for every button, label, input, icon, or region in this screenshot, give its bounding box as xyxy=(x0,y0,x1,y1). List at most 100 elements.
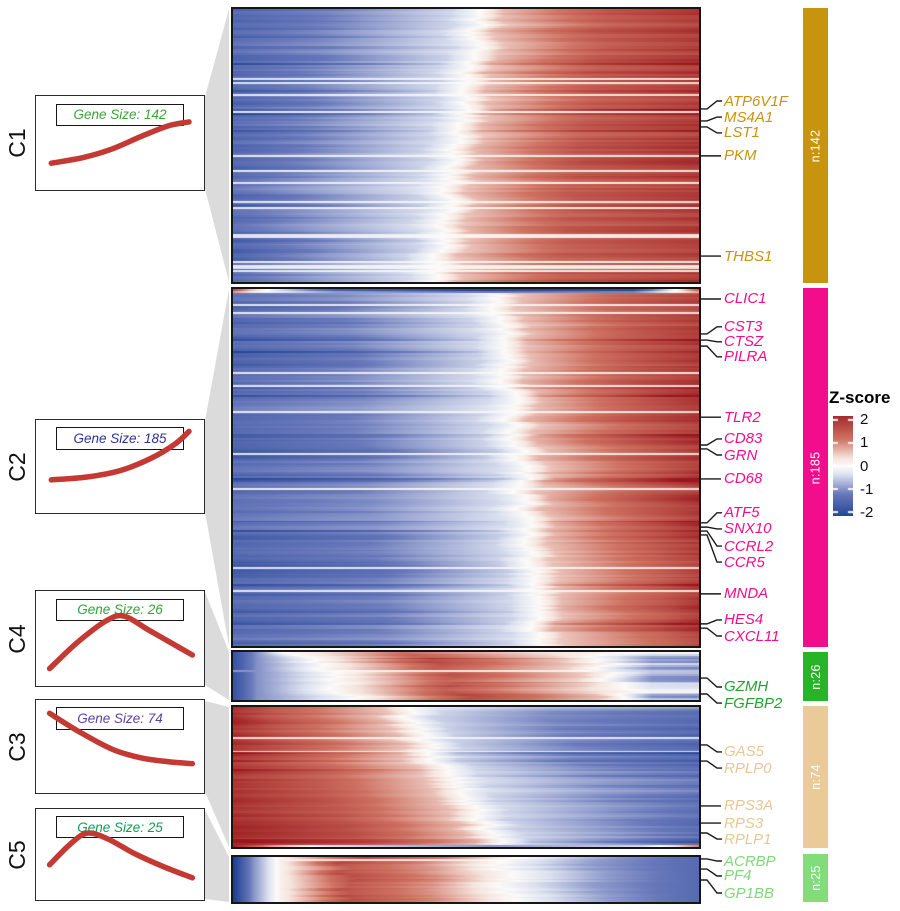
connector-fan-C4 xyxy=(205,592,229,700)
gene-label-CCR5: CCR5 xyxy=(724,553,765,571)
gene-tick-SNX10 xyxy=(701,526,722,530)
trend-panel-C5: Gene Size: 25 xyxy=(35,808,205,901)
gene-tick-GZMH xyxy=(701,677,722,688)
trend-curve-C4 xyxy=(46,612,196,672)
gene-tick-ATP6V1F xyxy=(701,100,722,110)
gene-label-TLR2: TLR2 xyxy=(724,408,761,426)
gene-size-badge-C1: Gene Size: 142 xyxy=(56,103,184,127)
zscore-tick-2: 2 xyxy=(860,411,869,429)
gene-label-GZMH: GZMH xyxy=(724,678,769,696)
trend-curve-svg-C4 xyxy=(46,612,196,672)
heatmap-block-C1 xyxy=(231,7,701,284)
gene-label-RPS3A: RPS3A xyxy=(724,797,774,815)
trend-curve-svg-C2 xyxy=(48,428,192,483)
gene-tick-CST3 xyxy=(701,326,722,335)
gene-tick-LST1 xyxy=(701,126,722,134)
trend-panel-C1: Gene Size: 142 xyxy=(35,95,205,191)
gene-tick-GAS5 xyxy=(701,744,722,753)
gene-label-CD68: CD68 xyxy=(724,470,763,488)
gene-label-RPLP0: RPLP0 xyxy=(724,759,772,777)
trend-curve-svg-C3 xyxy=(46,710,196,767)
gene-tick-PILRA xyxy=(701,345,722,358)
gene-label-RPLP1: RPLP1 xyxy=(724,830,772,848)
gene-label-CXCL11: CXCL11 xyxy=(724,627,780,645)
gene-size-badge-C4: Gene Size: 26 xyxy=(56,598,184,622)
gene-label-ATF5: ATF5 xyxy=(724,504,760,522)
trend-curve-svg-C5 xyxy=(46,830,196,881)
cluster-size-bar-C1: n:142 xyxy=(803,8,828,283)
gene-label-SNX10: SNX10 xyxy=(724,520,772,538)
cluster-size-bar-C3: n:74 xyxy=(803,706,828,848)
gene-tick-GP1BB xyxy=(701,879,722,894)
gene-label-THBS1: THBS1 xyxy=(724,247,773,265)
gene-label-PF4: PF4 xyxy=(724,867,752,885)
zscore-legend-title: Z-score xyxy=(829,388,891,407)
gene-tick-CD83 xyxy=(701,438,722,446)
gene-label-CCRL2: CCRL2 xyxy=(724,537,774,555)
gene-tick-FGFBP2 xyxy=(701,693,722,704)
connector-fan-C1 xyxy=(205,9,229,282)
gene-label-PKM: PKM xyxy=(724,147,757,165)
trend-panel-C2: Gene Size: 185 xyxy=(35,419,205,514)
gene-tick-PF4 xyxy=(701,868,722,877)
gene-tick-CCR5 xyxy=(701,534,722,563)
zscore-legend: Z-score 2 1 0 -1 -2 xyxy=(829,388,899,533)
cluster-size-bar-C2: n:185 xyxy=(803,288,828,647)
gene-label-HES4: HES4 xyxy=(724,611,764,629)
heatmap-canvas-C3 xyxy=(233,707,699,847)
heatmap-block-C5 xyxy=(231,855,701,904)
gene-tick-RPLP0 xyxy=(701,760,722,769)
trend-curve-svg-C1 xyxy=(48,119,192,166)
gene-label-ATP6V1F: ATP6V1F xyxy=(724,92,788,110)
trend-panel-C4: Gene Size: 26 xyxy=(35,590,205,687)
gene-label-GAS5: GAS5 xyxy=(724,743,765,761)
heatmap-canvas-C5 xyxy=(233,857,699,902)
gene-label-CTSZ: CTSZ xyxy=(724,333,764,351)
heatmap-canvas-C2 xyxy=(233,289,699,646)
cluster-size-bar-C5: n:25 xyxy=(803,854,828,902)
heatmap-block-C2 xyxy=(231,287,701,648)
gene-tick-RPLP1 xyxy=(701,832,722,840)
zscore-colorbar xyxy=(833,416,853,516)
gene-tick-ACRBP xyxy=(701,858,722,862)
trend-curve-C3 xyxy=(46,710,196,767)
heatmap-block-C4 xyxy=(231,650,701,702)
gene-tick-ATF5 xyxy=(701,512,722,524)
trend-curve-C5 xyxy=(46,830,196,881)
gene-label-CD83: CD83 xyxy=(724,430,763,448)
gene-label-CST3: CST3 xyxy=(724,318,763,336)
gene-tick-CTSZ xyxy=(701,339,722,343)
connector-fan-C2 xyxy=(205,289,229,646)
gene-tick-CXCL11 xyxy=(701,627,722,637)
gene-label-MNDA: MNDA xyxy=(724,585,769,603)
heatmap-canvas-C1 xyxy=(233,9,699,282)
zscore-tick-1: 1 xyxy=(860,434,869,452)
gene-label-MS4A1: MS4A1 xyxy=(724,108,774,126)
trend-curve-C2 xyxy=(48,428,192,483)
gene-label-GP1BB: GP1BB xyxy=(724,884,775,902)
zscore-tick-0: 0 xyxy=(860,457,869,475)
gene-size-badge-C3: Gene Size: 74 xyxy=(56,707,184,730)
gene-label-ACRBP: ACRBP xyxy=(724,852,776,870)
gene-label-LST1: LST1 xyxy=(724,124,760,142)
gene-tick-HES4 xyxy=(701,619,722,625)
gene-tick-CCRL2 xyxy=(701,530,722,547)
gene-label-GRN: GRN xyxy=(724,446,758,464)
cluster-size-bar-C4: n:26 xyxy=(803,652,828,701)
gene-label-PILRA: PILRA xyxy=(724,348,768,366)
gene-label-RPS3: RPS3 xyxy=(724,814,764,832)
connector-fan-C5 xyxy=(205,810,229,902)
gene-tick-GRN xyxy=(701,448,722,456)
trend-panel-C3: Gene Size: 74 xyxy=(35,699,205,794)
gene-label-FGFBP2: FGFBP2 xyxy=(724,694,783,712)
connector-fan-C3 xyxy=(205,701,229,847)
heatmap-block-C3 xyxy=(231,705,701,849)
zscore-tick--1: -1 xyxy=(860,480,874,498)
gene-label-CLIC1: CLIC1 xyxy=(724,290,767,308)
trend-curve-C1 xyxy=(48,119,192,166)
gene-tick-MS4A1 xyxy=(701,116,722,122)
zscore-tick--2: -2 xyxy=(860,503,874,521)
